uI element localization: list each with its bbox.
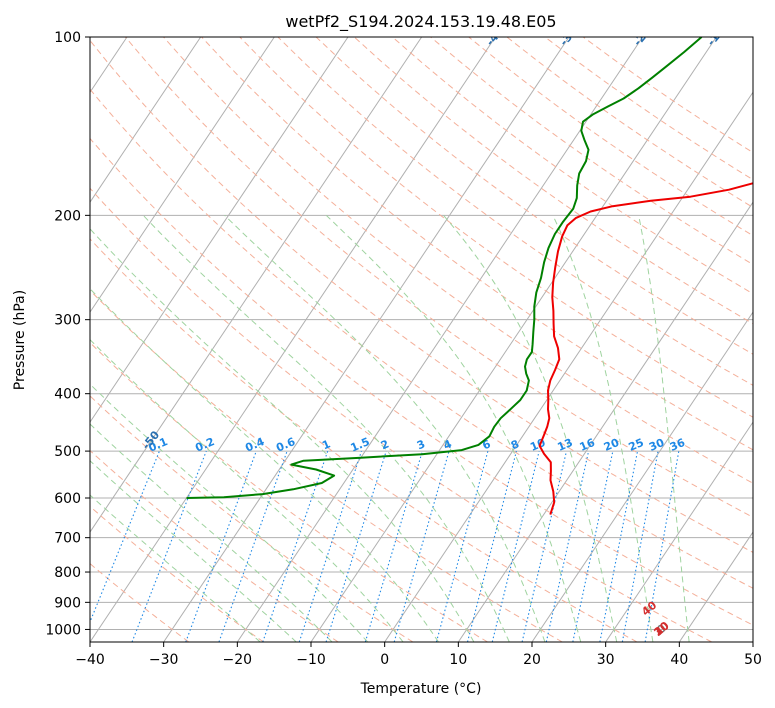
mixing-ratio-line [262, 450, 329, 642]
mixing-ratio-line [599, 450, 639, 642]
moist-adiabat-line [552, 215, 654, 642]
moist-adiabat-line [90, 338, 404, 642]
mixing-ratio-label: 25 [627, 436, 646, 454]
isotherm-line [163, 37, 570, 642]
y-tick-label: 300 [54, 313, 81, 329]
mixing-ratio-label: 36 [668, 436, 687, 454]
isotherm-label: -30 [557, 25, 580, 49]
x-axis-label: Temperature (°C) [360, 681, 482, 697]
dewpoint-profile [186, 37, 703, 499]
moist-adiabat-line [90, 494, 261, 642]
moist-adiabat-line [90, 228, 475, 642]
isotherm-line [90, 37, 275, 314]
y-tick-label: 100 [54, 30, 81, 46]
moist-adiabat-line [638, 215, 690, 642]
mixing-ratio-line [298, 450, 362, 642]
isotherm-label: -20 [631, 25, 654, 49]
x-tick-label: 40 [670, 652, 688, 668]
isotherm-label: -10 [705, 25, 728, 49]
mixing-ratio-label: 13 [556, 436, 575, 454]
y-axis-label: Pressure (hPa) [12, 290, 28, 390]
background-lines [90, 37, 753, 642]
moist-adiabat-line [90, 423, 333, 642]
moist-adiabat-line [90, 288, 439, 642]
isotherm-label: -40 [484, 25, 507, 49]
dry-adiabat-line [277, 37, 753, 386]
mixing-ratio-line [572, 450, 614, 642]
isotherm-line [384, 91, 753, 642]
mixing-ratio-line [364, 450, 423, 642]
isotherm-line [90, 37, 349, 423]
mixing-ratio-line [621, 451, 659, 642]
mixing-ratio-line [325, 450, 387, 642]
y-tick-label: 600 [54, 491, 81, 507]
y-tick-label: 700 [54, 531, 81, 547]
y-tick-label: 200 [54, 208, 81, 224]
dry-adiabat-line [90, 137, 753, 626]
dry-adiabat-line [201, 37, 753, 451]
y-tick-label: 400 [54, 387, 81, 403]
y-tick-label: 1000 [45, 622, 81, 638]
temperature-profile [538, 182, 753, 515]
axis-ticks: −40 −30 −20 −10 0 10 20 30 40 50 100 200 300 400 500 60… [45, 30, 762, 668]
mixing-ratio-line [393, 450, 450, 642]
isotherm-line [457, 201, 753, 642]
mixing-ratio-line [491, 450, 540, 642]
isotherm-line [90, 37, 202, 204]
moist-adiabat-line [90, 383, 369, 642]
x-tick-label: −20 [223, 652, 253, 668]
x-tick-label: −10 [296, 652, 326, 668]
x-tick-label: −40 [75, 652, 105, 668]
dry-adiabat-line [90, 39, 753, 553]
moist-adiabat-line [443, 214, 618, 642]
mixing-ratio-line [644, 451, 680, 642]
y-tick-label: 500 [54, 444, 81, 460]
mixing-ratio-line [466, 450, 517, 642]
x-tick-label: −30 [149, 652, 179, 668]
mixing-ratio-label: 30 [647, 436, 666, 454]
mixing-ratio-line [218, 450, 288, 642]
x-tick-label: 0 [380, 652, 389, 668]
plot-frame [89, 36, 754, 643]
moist-adiabat-line [142, 214, 510, 642]
isotherm-line [678, 531, 753, 642]
dry-adiabat-line [239, 37, 753, 418]
isotherm-line [605, 421, 753, 642]
dry-adiabat-line [90, 341, 488, 642]
isotherm-line [90, 37, 423, 533]
dry-adiabat-line [90, 187, 712, 642]
dry-adiabat-line [90, 289, 563, 642]
x-tick-label: 10 [449, 652, 467, 668]
dry-adiabat-line [90, 88, 753, 589]
profile-lines [186, 37, 753, 515]
mixing-ratio-line [545, 450, 590, 642]
chart-title: wetPf2_S194.2024.153.19.48.E05 [285, 12, 556, 32]
mixing-ratio-label: 20 [602, 436, 621, 454]
isotherm-line [531, 311, 753, 642]
dry-adiabat-line [90, 238, 638, 642]
mixing-ratio-label: 16 [578, 436, 597, 454]
y-tick-label: 800 [54, 565, 81, 581]
mixing-ratio-line [435, 450, 489, 642]
isotherm-line [90, 37, 496, 642]
isotherm-line [236, 37, 644, 642]
dry-adiabat-line [315, 37, 753, 355]
moist-adiabat-line [224, 214, 546, 642]
y-tick-label: 900 [54, 595, 81, 611]
x-tick-label: 50 [744, 652, 762, 668]
moist-adiabat-line [90, 460, 297, 642]
x-tick-label: 20 [523, 652, 541, 668]
dry-adiabat-line [392, 37, 753, 295]
dry-adiabat-line [90, 505, 264, 642]
isotherm-line [310, 37, 717, 642]
mixing-ratio-line [521, 450, 568, 642]
moist-adiabat-line [325, 214, 582, 642]
x-tick-label: 30 [597, 652, 615, 668]
